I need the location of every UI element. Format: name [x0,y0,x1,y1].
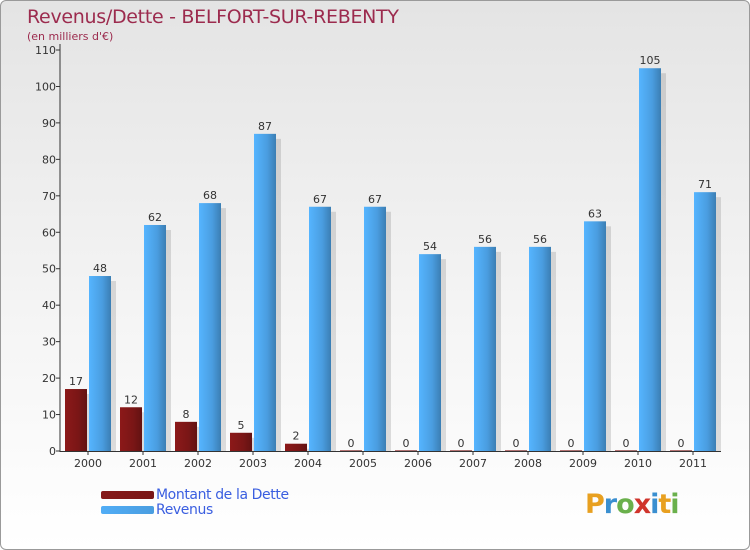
data-label: 8 [183,408,190,421]
bar-revenus [529,246,551,451]
bar-revenus [584,221,606,451]
chart-subtitle: (en milliers d'€) [27,30,114,43]
y-tick-label: 50 [42,263,56,276]
bar-dette [285,443,307,451]
y-tick-label: 80 [42,153,56,166]
data-label: 68 [203,189,217,202]
bar-dette [340,450,362,451]
data-label: 62 [148,211,162,224]
y-tick-label: 100 [35,80,56,93]
y-tick-label: 70 [42,190,56,203]
bar-revenus [419,254,441,451]
data-label: 0 [623,437,630,450]
x-tick-label: 2002 [184,457,212,470]
logo-letter: o [616,489,635,520]
bars [65,68,721,452]
x-tick-label: 2000 [74,457,102,470]
data-label: 0 [458,437,465,450]
data-label: 48 [93,262,107,275]
bar-revenus [639,68,661,452]
y-tick-label: 30 [42,336,56,349]
y-tick-label: 20 [42,372,56,385]
x-tick-label: 2007 [459,457,487,470]
logo-letter: P [585,489,605,520]
data-label: 0 [348,437,355,450]
bar-revenus [364,206,386,451]
legend-label-revenus: Revenus [156,501,213,518]
data-label: 0 [568,437,575,450]
bar-dette [670,450,692,451]
data-label: 17 [69,375,83,388]
x-tick-label: 2004 [294,457,322,470]
bar-dette [505,450,527,451]
data-label: 67 [368,193,382,206]
data-label: 63 [588,207,602,220]
legend-swatch-dette [101,490,154,499]
data-label: 5 [238,419,245,432]
data-label: 2 [293,430,300,443]
logo-letter: t [658,489,671,520]
labels: 0102030405060708090100110200017482001126… [35,44,712,470]
bar-revenus [144,224,166,451]
data-label: 56 [478,233,492,246]
bar-dette [615,450,637,451]
bar-dette [450,450,472,451]
legend-label-dette: Montant de la Dette [156,486,289,503]
legend-swatch-revenus [101,505,154,514]
bar-dette [175,421,197,451]
y-tick-label: 0 [49,445,56,458]
data-label: 0 [513,437,520,450]
logo-letter: i [650,489,659,520]
x-tick-label: 2009 [569,457,597,470]
axes [56,44,721,455]
data-label: 105 [640,54,661,67]
bar-dette [120,407,142,451]
logo-letter: r [603,489,617,520]
legend: Montant de la Dette Revenus [101,486,289,518]
data-label: 0 [403,437,410,450]
bar-dette [560,450,582,451]
x-tick-label: 2008 [514,457,542,470]
data-label: 12 [124,393,138,406]
x-tick-label: 2003 [239,457,267,470]
bar-revenus [254,133,276,451]
bar-revenus [694,192,716,451]
y-tick-label: 10 [42,409,56,422]
bar-revenus [309,206,331,451]
x-tick-label: 2006 [404,457,432,470]
bar-revenus [199,203,221,451]
bar-dette [230,432,252,451]
proxiti-logo: Proxiti [585,489,680,520]
legend-item-revenus: Revenus [101,501,289,518]
bar-dette [395,450,417,451]
x-tick-label: 2011 [679,457,707,470]
data-label: 67 [313,193,327,206]
x-tick-label: 2001 [129,457,157,470]
data-label: 56 [533,233,547,246]
bar-revenus [474,246,496,451]
legend-item-dette: Montant de la Dette [101,486,289,503]
data-label: 71 [698,178,712,191]
y-tick-label: 110 [35,44,56,57]
x-tick-label: 2005 [349,457,377,470]
bar-revenus [89,276,111,451]
logo-letter: i [670,489,679,520]
logo-letter: x [633,489,651,520]
data-label: 54 [423,240,437,253]
bar-dette [65,389,87,451]
data-label: 87 [258,120,272,133]
y-tick-label: 40 [42,299,56,312]
data-label: 0 [678,437,685,450]
x-tick-label: 2010 [624,457,652,470]
y-tick-label: 90 [42,117,56,130]
y-tick-label: 60 [42,226,56,239]
chart-title: Revenus/Dette - BELFORT-SUR-REBENTY [27,6,399,28]
